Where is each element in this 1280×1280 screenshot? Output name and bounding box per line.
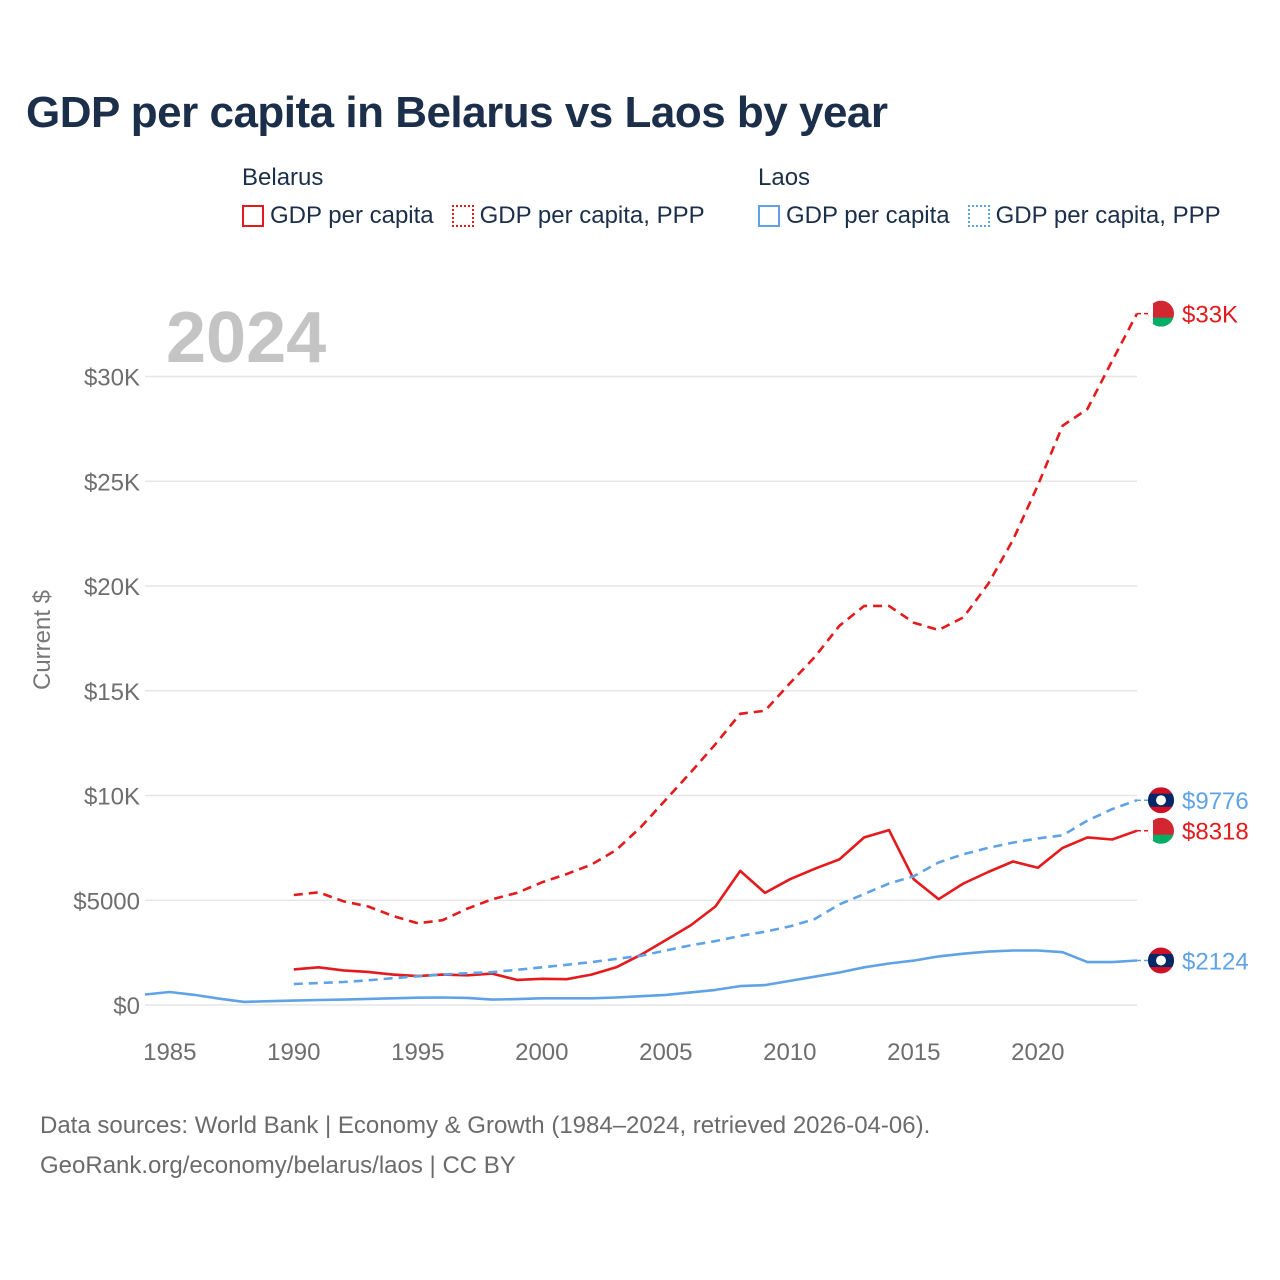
y-tick-label: $30K <box>84 365 140 392</box>
y-axis-label: Current $ <box>29 590 56 690</box>
chart-title: GDP per capita in Belarus vs Laos by yea… <box>26 88 888 137</box>
footer-link[interactable]: GeoRank.org/economy/belarus/laos | CC BY <box>40 1152 516 1179</box>
y-tick-label: $15K <box>84 679 140 706</box>
legend-label: GDP per capita, PPP <box>995 202 1221 229</box>
y-tick-label: $0 <box>113 993 140 1020</box>
grid <box>145 375 1137 1006</box>
series-lines <box>144 312 1139 1004</box>
legend-group-belarus: Belarus GDP per capita GDP per capita, P… <box>242 160 705 230</box>
belarus-flag-icon <box>1148 300 1174 327</box>
x-tick-label: 2000 <box>515 1039 568 1066</box>
footer-sources: Data sources: World Bank | Economy & Gro… <box>40 1112 931 1139</box>
footer: Data sources: World Bank | Economy & Gro… <box>40 1106 930 1186</box>
legend-label: GDP per capita <box>786 202 950 229</box>
legend-group-laos: Laos GDP per capita GDP per capita, PPP <box>758 160 1221 230</box>
x-tick-label: 2020 <box>1011 1039 1064 1066</box>
end-value-label: $8318 <box>1182 819 1249 846</box>
x-axis: 1985 1990 1995 2000 2005 2010 2015 2020 <box>143 1039 1064 1066</box>
series-line[interactable] <box>293 798 1138 986</box>
y-axis: $0 $5000 $10K $15K $20K $25K $30K <box>73 365 140 1021</box>
series-line[interactable] <box>144 949 1138 1004</box>
x-tick-label: 1985 <box>143 1039 196 1066</box>
end-labels: $33K $8318 $9776 $2124 <box>1137 300 1249 976</box>
legend-item-laos-gdp-ppp[interactable]: GDP per capita, PPP <box>967 202 1221 230</box>
legend-swatch-dotted-icon <box>451 205 474 227</box>
end-value-label: $2124 <box>1182 949 1249 976</box>
legend-swatch-solid-icon <box>758 205 780 227</box>
laos-flag-icon <box>1148 947 1174 974</box>
x-tick-label: 2005 <box>639 1039 692 1066</box>
legend-item-belarus-gdp-ppp[interactable]: GDP per capita, PPP <box>451 202 705 230</box>
y-tick-label: $20K <box>84 574 140 601</box>
y-tick-label: $5000 <box>73 888 140 915</box>
legend-label: GDP per capita, PPP <box>479 202 705 229</box>
belarus-flag-icon <box>1148 817 1174 844</box>
legend-swatch-dotted-icon <box>967 205 990 227</box>
legend-group-name: Laos <box>758 164 811 191</box>
laos-flag-icon <box>1148 787 1174 814</box>
legend-item-belarus-gdp[interactable]: GDP per capita <box>242 202 434 230</box>
line-chart: 2024 Current $ $0 $5000 $10K $15K $20K $25K $3… <box>29 298 1249 1066</box>
end-value-label: $33K <box>1182 302 1238 329</box>
end-value-label: $9776 <box>1182 788 1249 815</box>
legend-group-name: Belarus <box>242 164 324 191</box>
series-line[interactable] <box>293 312 1139 925</box>
y-tick-label: $25K <box>84 469 140 496</box>
legend-item-laos-gdp[interactable]: GDP per capita <box>758 202 950 230</box>
series-line[interactable] <box>293 828 1138 982</box>
y-tick-label: $10K <box>84 784 140 811</box>
year-watermark: 2024 <box>166 298 326 378</box>
legend-label: GDP per capita <box>270 202 434 229</box>
x-tick-label: 2015 <box>887 1039 940 1066</box>
x-tick-label: 2010 <box>763 1039 816 1066</box>
x-tick-label: 1995 <box>391 1039 444 1066</box>
legend-swatch-solid-icon <box>242 205 264 227</box>
x-tick-label: 1990 <box>267 1039 320 1066</box>
